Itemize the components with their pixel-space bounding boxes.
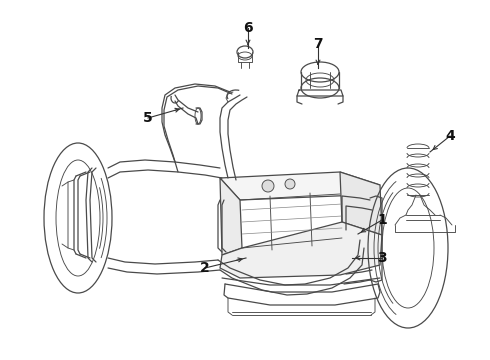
Polygon shape bbox=[220, 178, 242, 255]
Polygon shape bbox=[220, 172, 380, 200]
Text: 3: 3 bbox=[377, 251, 387, 265]
Text: 5: 5 bbox=[143, 111, 153, 125]
Text: 7: 7 bbox=[313, 37, 323, 51]
Text: 6: 6 bbox=[243, 21, 253, 35]
Text: 2: 2 bbox=[200, 261, 210, 275]
Polygon shape bbox=[220, 222, 382, 278]
Text: 1: 1 bbox=[377, 213, 387, 227]
Circle shape bbox=[285, 179, 295, 189]
Text: 4: 4 bbox=[445, 129, 455, 143]
Circle shape bbox=[262, 180, 274, 192]
Polygon shape bbox=[340, 172, 382, 235]
